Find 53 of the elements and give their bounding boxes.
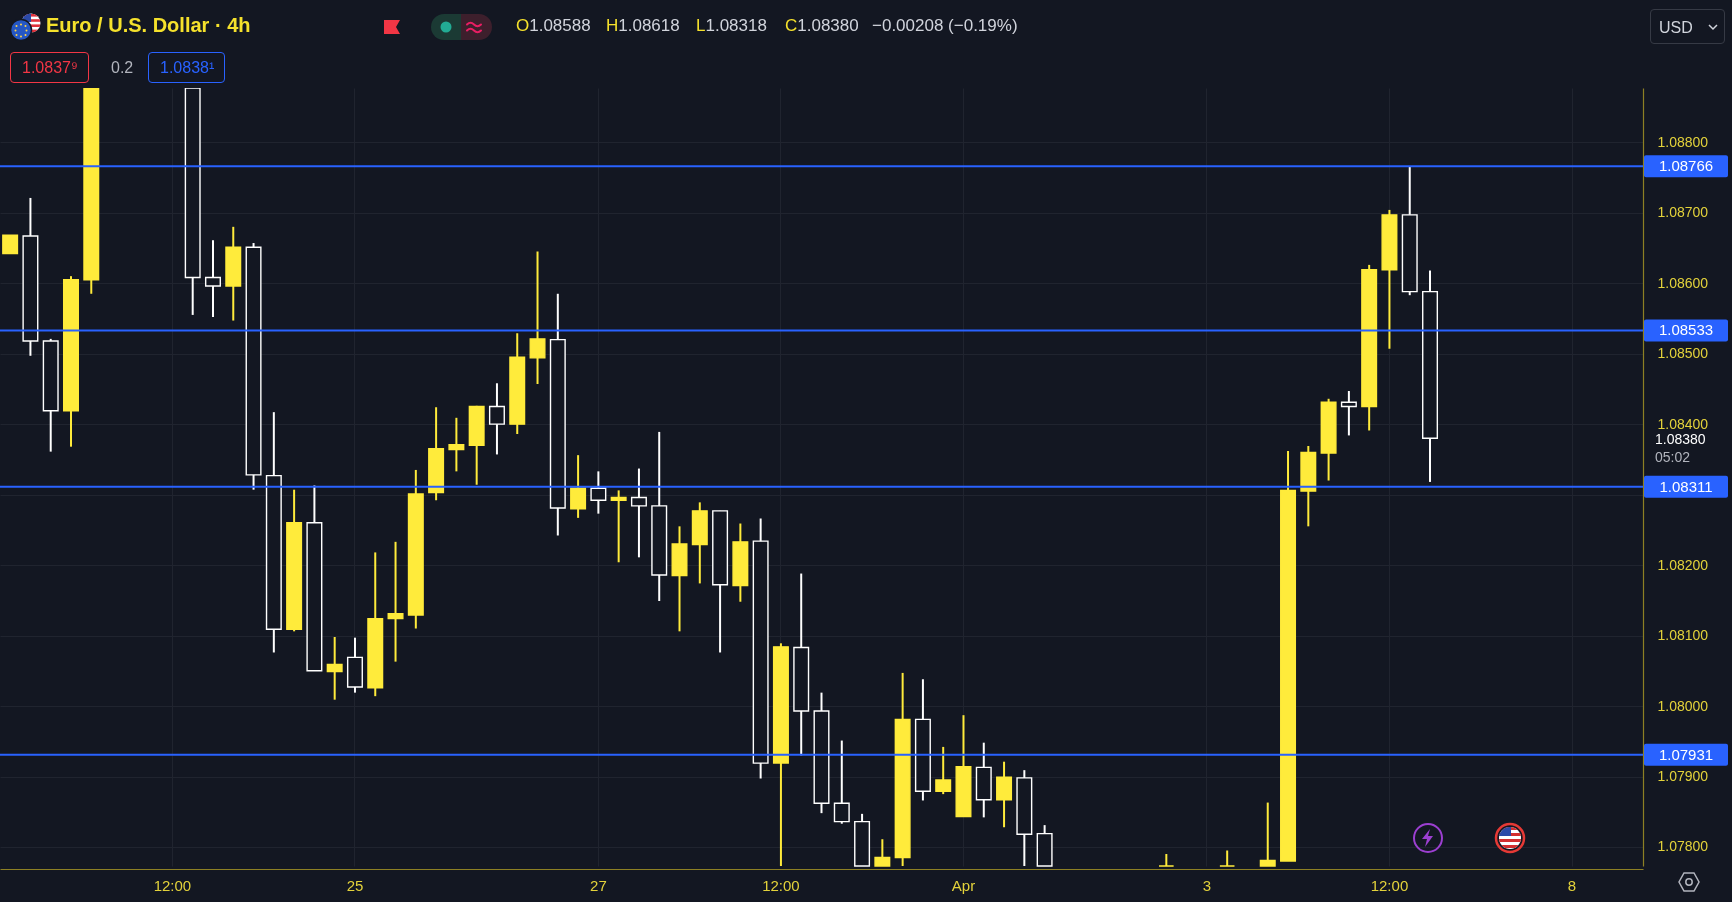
candlestick [1219, 849, 1236, 867]
y-tick-label: 1.08000 [1657, 697, 1709, 714]
ref-line-label: 1.07931 [1658, 745, 1714, 763]
candlestick [996, 760, 1013, 829]
ref-line-label: 1.08766 [1658, 157, 1714, 175]
y-tick-label: 1.08100 [1657, 627, 1709, 644]
y-tick-label: 1.08400 [1657, 415, 1709, 432]
chart-title: Euro / U.S. Dollar · 4h [46, 13, 251, 37]
candlestick [833, 739, 850, 825]
ref-line-label: 1.08533 [1658, 321, 1714, 339]
text: O1.08588 [516, 16, 591, 35]
text: 1.0838¹ [148, 52, 226, 84]
x-tick-label: Apr [951, 876, 976, 894]
x-tick-label: 27 [590, 876, 607, 894]
candlestick [1158, 853, 1175, 867]
candlestick [1259, 801, 1276, 867]
y-tick-label: 1.08800 [1657, 133, 1709, 150]
candlestick [570, 454, 587, 519]
text: −0.00208 (−0.19%) [872, 16, 1018, 37]
text: L1.08318 [696, 16, 767, 35]
y-tick-label: 1.08500 [1657, 345, 1709, 362]
candlestick [488, 382, 505, 456]
candlestick [874, 838, 891, 867]
candlestick [529, 250, 546, 385]
candlestick [610, 489, 627, 564]
candlestick [1340, 390, 1357, 437]
text: 1.0837⁹ [10, 52, 89, 84]
x-tick-label: 25 [346, 876, 364, 894]
candlestick [204, 239, 221, 319]
x-tick-label: 12:00 [762, 876, 800, 894]
text: H1.08618 [606, 16, 680, 35]
y-tick-label: 1.07900 [1657, 768, 1709, 784]
y-tick-label: 1.07800 [1657, 838, 1709, 855]
x-tick-label: 12:00 [153, 876, 192, 894]
ref-line-label: 1.08311 [1659, 477, 1713, 495]
candlestick [2, 234, 19, 255]
candlestick [387, 540, 404, 663]
dropdown: USD [1650, 9, 1725, 44]
y-tick-label: 1.08200 [1657, 556, 1709, 573]
candlestick [448, 416, 465, 473]
x-tick-label: 8 [1567, 876, 1577, 894]
text: 0.2 [111, 58, 134, 78]
y-tick-label: 1.08700 [1657, 204, 1709, 221]
text: 05:02 [1655, 449, 1691, 466]
text: 1.08380 [1655, 431, 1706, 448]
candlestick [590, 470, 607, 515]
x-tick-label: 12:00 [1370, 876, 1409, 894]
candlestick [326, 635, 343, 701]
text: C1.08380 [785, 16, 859, 35]
x-tick-label: 3 [1202, 876, 1212, 894]
y-tick-label: 1.08600 [1657, 274, 1709, 291]
candlestick [630, 467, 647, 559]
candlestick [935, 745, 952, 796]
